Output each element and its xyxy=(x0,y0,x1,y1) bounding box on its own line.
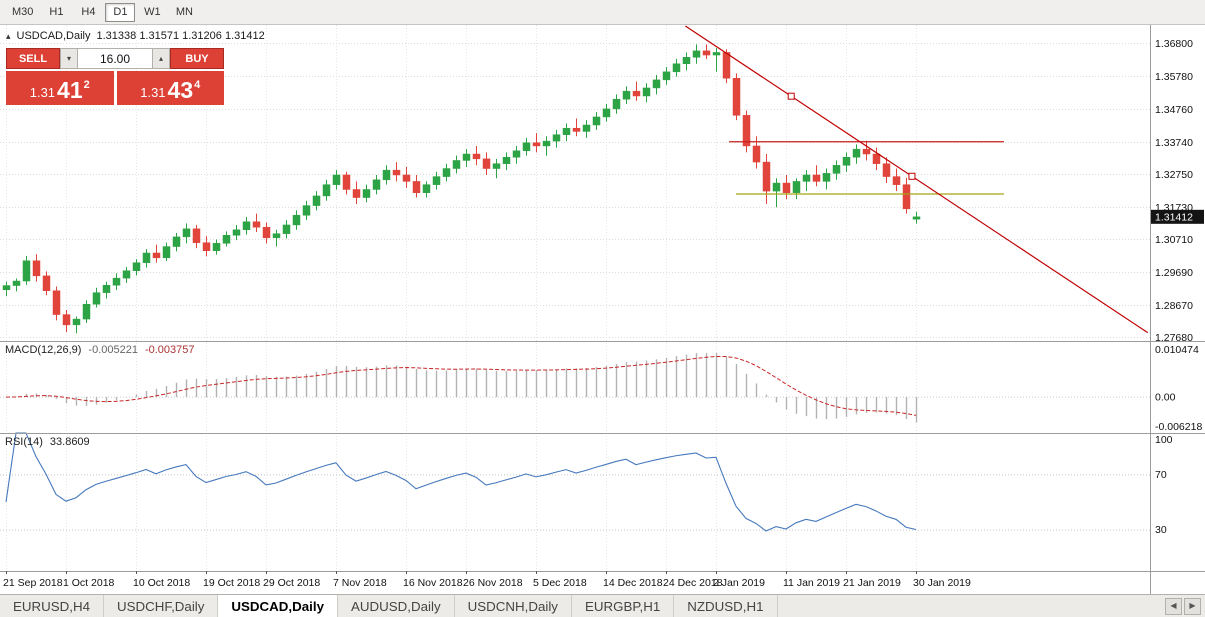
trendline-handle[interactable] xyxy=(787,92,795,100)
sell-price-point: 2 xyxy=(83,79,90,91)
buy-price-tile[interactable]: 1.31 43 4 xyxy=(116,71,224,105)
grid-layer xyxy=(0,25,1150,571)
timeframe-toolbar: M30 H1 H4 D1 W1 MN xyxy=(0,0,1205,25)
symbol-ohlc-row: ▴ USDCAD,Daily 1.31338 1.31571 1.31206 1… xyxy=(6,30,265,42)
one-click-toggle-icon[interactable]: ▴ xyxy=(6,30,11,41)
svg-text:100: 100 xyxy=(1155,434,1173,446)
svg-text:24 Dec 2018: 24 Dec 2018 xyxy=(663,577,723,589)
svg-text:5 Dec 2018: 5 Dec 2018 xyxy=(533,577,587,589)
svg-text:10 Oct 2018: 10 Oct 2018 xyxy=(133,577,190,589)
svg-text:7 Nov 2018: 7 Nov 2018 xyxy=(333,577,387,589)
volume-decrease-button[interactable]: ▾ xyxy=(60,48,78,69)
timeframe-h1[interactable]: H1 xyxy=(41,3,71,22)
tab-scroll-controls: ◀ ▶ xyxy=(1161,595,1205,617)
candles-layer xyxy=(2,44,921,334)
svg-text:1.28670: 1.28670 xyxy=(1155,300,1193,312)
symbol-label: USDCAD,Daily xyxy=(16,30,91,42)
svg-text:26 Nov 2018: 26 Nov 2018 xyxy=(463,577,523,589)
svg-text:1.32750: 1.32750 xyxy=(1155,169,1193,181)
buy-price-prefix: 1.31 xyxy=(140,85,166,100)
chart-canvas[interactable]: 1.36800 1.35780 1.34760 1.33740 1.32750 1.31 7… xyxy=(0,25,1205,594)
macd-title: MACD(12,26,9) xyxy=(5,344,82,356)
svg-text:21 Jan 2019: 21 Jan 2019 xyxy=(843,577,901,589)
price-scale: 1.36800 1.35780 1.34760 1.33740 1.32750 1.31 7… xyxy=(0,25,1205,594)
timeframe-w1[interactable]: W1 xyxy=(137,3,167,22)
sell-price-pips: 41 xyxy=(57,77,83,103)
svg-text:1 Oct 2018: 1 Oct 2018 xyxy=(63,577,115,589)
trendline-handle[interactable] xyxy=(908,172,916,180)
macd-signal-value: -0.003757 xyxy=(144,344,195,356)
macd-label-row: MACD(12,26,9) -0.005221 -0.003757 xyxy=(5,344,195,356)
buy-price-pips: 43 xyxy=(167,77,194,103)
date-axis: 21 Sep 2018 1 Oct 2018 10 Oct 2018 19 Oct 2… xyxy=(3,571,971,589)
svg-text:29 Oct 2018: 29 Oct 2018 xyxy=(263,577,320,589)
tab-scroll-left-icon[interactable]: ◀ xyxy=(1165,597,1182,615)
macd-main-value: -0.005221 xyxy=(88,344,138,356)
svg-text:-0.006218: -0.006218 xyxy=(1155,421,1202,433)
timeframe-h4[interactable]: H4 xyxy=(73,3,103,22)
svg-text:21 Sep 2018: 21 Sep 2018 xyxy=(3,577,63,589)
svg-text:0.010474: 0.010474 xyxy=(1155,344,1199,356)
rsi-label-row: RSI(14) 33.8609 xyxy=(5,436,90,448)
svg-text:1.33740: 1.33740 xyxy=(1155,137,1193,149)
sell-button[interactable]: SELL xyxy=(6,48,60,69)
volume-input[interactable] xyxy=(78,48,152,69)
tab-usdcad-daily[interactable]: USDCAD,Daily xyxy=(218,595,338,617)
macd-layer xyxy=(0,352,1150,423)
timeframe-m30[interactable]: M30 xyxy=(6,3,39,22)
rsi-title: RSI(14) xyxy=(5,436,43,448)
tab-usdcnh-daily[interactable]: USDCNH,Daily xyxy=(455,595,572,617)
svg-text:14 Dec 2018: 14 Dec 2018 xyxy=(603,577,663,589)
svg-text:19 Oct 2018: 19 Oct 2018 xyxy=(203,577,260,589)
tab-nzdusd-h1[interactable]: NZDUSD,H1 xyxy=(674,595,778,617)
chart-tab-bar: EURUSD,H4 USDCHF,Daily USDCAD,Daily AUDU… xyxy=(0,594,1205,617)
svg-text:30: 30 xyxy=(1155,524,1167,536)
svg-text:1.30710: 1.30710 xyxy=(1155,234,1193,246)
rsi-layer xyxy=(0,432,1150,532)
svg-text:11 Jan 2019: 11 Jan 2019 xyxy=(783,577,840,589)
tab-audusd-daily[interactable]: AUDUSD,Daily xyxy=(338,595,455,617)
timeframe-d1[interactable]: D1 xyxy=(105,2,136,22)
sell-price-tile[interactable]: 1.31 41 2 xyxy=(6,71,114,105)
buy-button[interactable]: BUY xyxy=(170,48,224,69)
svg-text:1.35780: 1.35780 xyxy=(1155,71,1193,83)
svg-text:30 Jan 2019: 30 Jan 2019 xyxy=(913,577,971,589)
rsi-value: 33.8609 xyxy=(49,436,90,448)
chart-area: 1.36800 1.35780 1.34760 1.33740 1.32750 1.31 7… xyxy=(0,25,1205,594)
svg-text:1.34760: 1.34760 xyxy=(1155,104,1193,116)
tab-scroll-right-icon[interactable]: ▶ xyxy=(1184,597,1201,615)
sell-price-prefix: 1.31 xyxy=(29,85,56,100)
ohlc-values: 1.31338 1.31571 1.31206 1.31412 xyxy=(96,30,265,42)
buy-price-point: 4 xyxy=(194,79,201,91)
tab-usdchf-daily[interactable]: USDCHF,Daily xyxy=(104,595,219,617)
svg-text:1.29690: 1.29690 xyxy=(1155,267,1193,279)
trade-controls-row: SELL ▾ ▴ BUY xyxy=(6,48,224,69)
svg-text:1.27680: 1.27680 xyxy=(1155,332,1193,344)
svg-text:1.36800: 1.36800 xyxy=(1155,38,1193,50)
descending-trendline[interactable] xyxy=(685,25,1149,334)
tab-eurusd-h4[interactable]: EURUSD,H4 xyxy=(0,595,105,617)
volume-increase-button[interactable]: ▴ xyxy=(152,48,170,69)
svg-text:0.00: 0.00 xyxy=(1155,392,1176,404)
timeframe-mn[interactable]: MN xyxy=(169,3,199,22)
current-price-badge: 1.31412 xyxy=(1151,209,1204,224)
svg-text:16 Nov 2018: 16 Nov 2018 xyxy=(403,577,463,589)
svg-text:1.31412: 1.31412 xyxy=(1155,211,1193,223)
tab-eurgbp-h1[interactable]: EURGBP,H1 xyxy=(572,595,675,617)
svg-text:70: 70 xyxy=(1155,469,1167,481)
trade-price-row: 1.31 41 2 1.31 43 4 xyxy=(6,71,224,105)
chart-objects-layer[interactable] xyxy=(685,25,1149,334)
svg-text:2 Jan 2019: 2 Jan 2019 xyxy=(713,577,765,589)
